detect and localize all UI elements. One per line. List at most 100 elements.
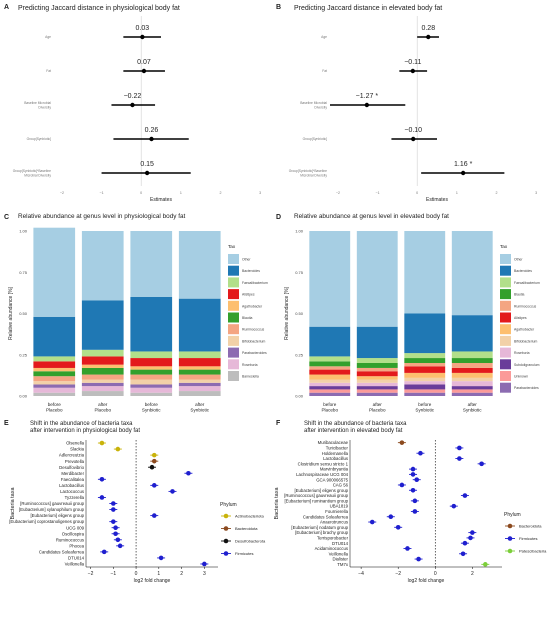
row-label: Fat	[46, 69, 51, 73]
legend-label: Barnesiella	[242, 375, 259, 379]
lfc-point	[369, 519, 375, 525]
bar-segment-roseburia	[33, 387, 76, 393]
x-tick-label: 0	[416, 191, 418, 195]
bar-segment-bifidobacterium	[81, 379, 124, 383]
bar-segment-bacteroides	[309, 326, 351, 357]
x-tick-label: 3	[259, 191, 261, 195]
y-axis-label: Bacteria taxa	[274, 487, 280, 520]
legend-title: Tax	[500, 244, 508, 249]
bar-segment-faecalibacterium	[33, 356, 76, 362]
bar-segment-bacteroides	[451, 315, 493, 352]
legend-label: Ruminococcus	[514, 304, 537, 308]
lfc-panel-E: Shift in the abundance of bacteria taxaa…	[9, 421, 266, 584]
bar-segment-agathobacter	[404, 372, 446, 378]
legend-point	[223, 538, 229, 544]
panel-letter: D	[276, 214, 281, 221]
bar-segment-roseburia	[178, 386, 221, 392]
taxon-label: [Eubacterium] brachy group	[295, 530, 348, 535]
taxon-label: GCA 900066575	[316, 477, 348, 482]
y-tick-label: 0.75	[19, 270, 28, 275]
bar-segment-subdoligranulum	[356, 386, 398, 390]
category-label: Placebo	[94, 408, 111, 413]
legend-title: Phylum	[220, 502, 237, 508]
taxon-label: Lactobacillus	[323, 456, 348, 461]
category-label: after	[373, 402, 383, 407]
legend-swatch	[228, 265, 239, 276]
taxon-label: Merdibacter	[61, 471, 84, 476]
bar-segment-blautia	[178, 369, 221, 375]
bar-segment-roseburia	[81, 386, 124, 392]
legend-swatch	[228, 312, 239, 323]
taxon-label: Candidatus Soleaferrea	[303, 514, 349, 519]
category-label: Synbiotic	[415, 408, 434, 413]
bar-segment-other	[404, 231, 446, 314]
lfc-point	[410, 472, 416, 477]
estimate-label: 0.26	[145, 127, 159, 134]
bar-segment-bacteroides	[356, 326, 398, 359]
bar-segment-faecalibacterium	[356, 358, 398, 363]
y-tick-label: 0.75	[295, 270, 304, 275]
estimate-point	[410, 68, 416, 74]
x-tick-label: −1	[100, 191, 104, 195]
lfc-point	[468, 535, 473, 541]
bar-segment-barnesiella	[178, 391, 221, 396]
legend-label: Bifidobacterium	[514, 339, 538, 343]
legend-label: Agathobacter	[514, 328, 535, 332]
bar-segment-ruminococcus	[309, 366, 351, 370]
bar-segment-other	[81, 231, 124, 301]
bar-segment-alistipes	[178, 358, 221, 367]
legend-swatch	[500, 265, 511, 276]
lfc-point	[149, 464, 155, 470]
bar-segment-unknown	[356, 389, 398, 393]
lfc-point	[416, 556, 421, 562]
bar-segment-blautia	[451, 358, 493, 363]
legend-point	[223, 551, 229, 556]
x-axis-label: log2 fold change	[408, 578, 445, 584]
legend-label: Bacteroidota	[519, 524, 542, 529]
estimate-label: −0.22	[124, 93, 142, 100]
row-label: Diversity	[314, 105, 327, 109]
lfc-point	[414, 477, 420, 482]
x-tick-label: 3	[203, 571, 206, 577]
row-label: Group[Synbiotic]*Baseline	[13, 169, 51, 173]
panel-letter: A	[4, 4, 9, 11]
lfc-point	[483, 562, 488, 567]
bar-segment-faecalibacterium	[404, 353, 446, 359]
x-tick-label: −2	[336, 191, 340, 195]
bar-segment-parabacteroides	[178, 382, 221, 387]
bar-segment-parabacteroides	[451, 392, 493, 396]
taxon-label: Clostridium sensu stricto 1	[298, 461, 349, 466]
panel-title: after intervention in elevated body fat	[304, 428, 403, 434]
taxon-label: Adlercreutzia	[59, 453, 85, 458]
taxon-label: [Eubacterium] eligens group	[294, 488, 348, 493]
legend-label: Subdoligranulum	[514, 363, 540, 367]
taxon-label: [Eubacterium] ruminantium group	[284, 498, 348, 503]
bar-segment-blautia	[309, 361, 351, 367]
row-label: Microbial Diversity	[24, 173, 51, 177]
taxon-label: Veillonella	[65, 562, 85, 567]
bar-segment-ruminococcus	[451, 363, 493, 368]
legend-label: Bacteroides	[514, 269, 532, 273]
row-label: Group[Synbiotic]*Baseline	[289, 169, 327, 173]
x-tick-label: 0	[140, 191, 142, 195]
y-tick-label: 0.00	[295, 394, 304, 399]
x-tick-label: −1	[110, 571, 116, 577]
legend-label: Parabacteroides	[514, 386, 539, 390]
legend-label: Unknown	[514, 375, 528, 379]
x-tick-label: 1	[157, 571, 160, 577]
taxon-label: CAG 56	[333, 483, 349, 488]
bar-segment-ruminococcus	[33, 376, 76, 382]
category-label: before	[48, 402, 61, 407]
bar-segment-parabacteroides	[81, 382, 124, 387]
panel-title: Relative abundance at genus level in phy…	[18, 213, 186, 220]
lfc-point	[462, 540, 468, 546]
taxon-label: [Eubacterium] xylanophilum group	[19, 507, 85, 512]
bar-segment-agathobacter	[130, 366, 173, 370]
legend-title: Phylum	[504, 512, 521, 518]
lfc-panel-F: Shift in the abundance of bacteria taxaa…	[274, 421, 547, 584]
legend-swatch	[228, 347, 239, 358]
estimate-point	[411, 136, 416, 142]
bar-segment-agathobacter	[451, 372, 493, 378]
taxon-label: Fournierella	[325, 509, 348, 514]
legend-label: Agathobacter	[242, 304, 263, 308]
